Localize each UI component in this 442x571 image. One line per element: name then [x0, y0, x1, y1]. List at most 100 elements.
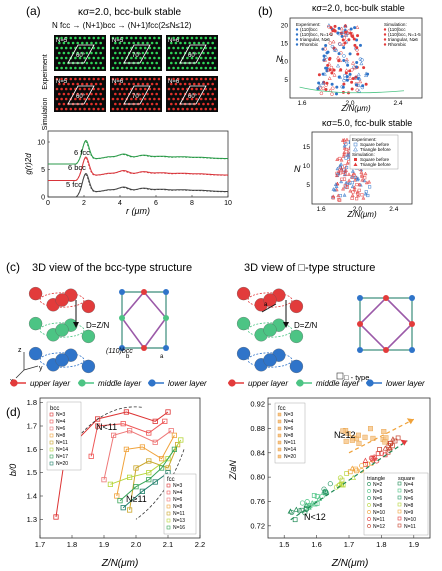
data-point	[364, 82, 368, 86]
lattice-dot	[101, 36, 105, 40]
y-tick-label: 0.80	[250, 473, 265, 482]
lattice-dot	[120, 66, 124, 70]
lattice-dot	[143, 46, 147, 50]
legend-label: upper layer	[30, 379, 70, 388]
data-point	[342, 46, 346, 50]
lattice-dot	[167, 36, 171, 40]
data-point	[389, 443, 395, 449]
x-tick-label: 1.6	[297, 100, 306, 107]
lattice-dot	[213, 87, 217, 91]
lattice-dot	[204, 36, 208, 40]
y-tick-label: 15	[281, 40, 289, 47]
data-point	[334, 92, 338, 96]
lattice-dot	[141, 92, 145, 96]
data-point	[352, 185, 357, 190]
data-point	[359, 61, 364, 66]
y-tick-label: 10	[303, 163, 311, 170]
data-point	[337, 26, 341, 30]
lattice-dot	[143, 66, 147, 70]
y-tick-label: 0.88	[250, 424, 265, 433]
data-point	[350, 80, 354, 84]
data-point	[165, 456, 171, 462]
data-point	[152, 418, 158, 424]
panel-c-left-title: 3D view of the bcc-type structure	[32, 262, 192, 274]
y-tick-label: 20	[281, 22, 289, 29]
lattice-dot	[58, 51, 61, 55]
legend-marker	[397, 509, 402, 514]
lattice-dot	[186, 107, 189, 111]
lattice-dot	[181, 87, 185, 91]
data-point	[360, 193, 364, 197]
data-point	[321, 72, 325, 76]
data-point	[325, 81, 329, 85]
data-point	[335, 85, 339, 89]
data-point	[344, 57, 349, 62]
lattice-dot	[213, 97, 217, 101]
lattice-dot	[71, 41, 75, 45]
legend-marker	[277, 433, 282, 438]
lattice-dot	[188, 82, 191, 86]
lattice-dot	[172, 46, 175, 50]
y-tick-label: 1.6	[27, 445, 37, 454]
lattice-dot	[60, 97, 63, 101]
data-point	[343, 25, 347, 29]
panel-a-subtitle: N fcc → (N+1)bcc → (N+1)fcc(2≤N≤12)	[52, 21, 192, 30]
data-point	[120, 421, 126, 427]
legend-marker	[367, 489, 371, 493]
edge-label-b: b	[126, 354, 130, 360]
lattice-dot	[174, 92, 178, 96]
lattice-dot	[94, 82, 98, 86]
lattice-dot	[97, 36, 100, 40]
data-point	[331, 39, 336, 44]
b-top-legend-sim-0: Simulation:	[384, 22, 407, 27]
data-point	[335, 157, 340, 161]
lattice-dot	[67, 82, 70, 86]
x-tick-label: 8	[190, 200, 194, 207]
lattice-dot	[116, 77, 119, 81]
data-point	[321, 86, 326, 91]
data-point	[334, 184, 339, 188]
legend-label: N=3	[284, 412, 294, 418]
data-point	[354, 83, 358, 87]
lattice-dot	[123, 41, 126, 45]
lattice-dot	[190, 77, 194, 81]
data-point	[362, 66, 366, 70]
d-left-ylabel: b/0	[8, 464, 18, 477]
unit-cell-outline	[67, 44, 95, 64]
lattice-dot	[76, 41, 79, 45]
data-point	[357, 76, 362, 81]
legend-marker	[295, 33, 299, 36]
image-tile: N=5 60°	[54, 76, 106, 112]
lattice-dot	[139, 56, 142, 60]
trend-arrow	[348, 418, 415, 454]
lattice-dot	[62, 92, 66, 96]
lattice-dot	[99, 92, 102, 96]
lattice-dot	[146, 61, 149, 65]
data-point	[367, 179, 372, 184]
lattice-dot	[130, 107, 133, 111]
lattice-dot	[123, 92, 126, 96]
data-point	[356, 193, 361, 198]
lattice-dot	[116, 46, 119, 50]
lattice-dot	[206, 82, 210, 86]
lattice-dot	[125, 77, 129, 81]
legend-label: N=3	[56, 412, 66, 418]
x-tick-label: 10	[224, 200, 232, 207]
data-point	[351, 171, 356, 176]
gr-series-line-dashed	[48, 174, 228, 198]
lattice-dot	[69, 107, 73, 111]
lattice-dot	[85, 41, 89, 45]
lattice-dot	[137, 41, 140, 45]
data-point	[158, 465, 165, 471]
lattice-dot	[55, 77, 59, 81]
data-point	[354, 76, 358, 80]
data-point	[342, 82, 346, 86]
lattice-dot	[60, 107, 63, 111]
panel-b-bottom-title: κσ=5.0, fcc-bulk stable	[322, 118, 412, 128]
legend-marker	[277, 454, 282, 459]
data-point	[323, 57, 328, 62]
data-point	[152, 439, 158, 445]
tile-angle-label: 60°	[76, 94, 86, 100]
tile-angle-label: 70°	[132, 53, 142, 59]
lattice-dot	[130, 56, 133, 60]
